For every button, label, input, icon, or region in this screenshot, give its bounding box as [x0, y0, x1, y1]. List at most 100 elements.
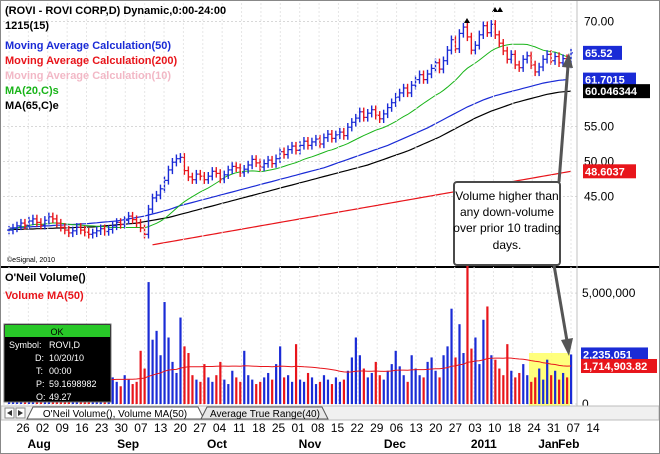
- volume-tag: 1,714,903.82: [581, 358, 657, 373]
- volume-tag-text: 1,714,903.82: [583, 361, 647, 373]
- volume-bar: [247, 375, 250, 404]
- month-label: Oct: [207, 437, 227, 451]
- volume-bar: [534, 377, 537, 404]
- month-label: Nov: [299, 437, 322, 451]
- volume-bar: [251, 379, 254, 404]
- volume-bar: [386, 370, 389, 404]
- volume-bar: [442, 355, 445, 404]
- price-bar: [381, 109, 386, 123]
- data-window-value: 00:00: [49, 366, 72, 376]
- arrow-down-shaft: [552, 264, 569, 342]
- legend-ma10[interactable]: Moving Average Calculation(10): [5, 70, 171, 82]
- data-window-label: O:: [36, 392, 46, 402]
- price-bar: [525, 51, 530, 64]
- x-tick-label: 11: [233, 421, 246, 435]
- annotation-callout[interactable]: Volume higher than any down-volume over …: [453, 53, 573, 356]
- watermark: ©eSignal, 2010: [7, 256, 55, 264]
- price-bar: [489, 20, 494, 37]
- price-bar: [170, 158, 175, 175]
- tab-volume[interactable]: [26, 406, 205, 420]
- volume-bar: [131, 384, 134, 404]
- annotation-box: [453, 181, 561, 266]
- volume-bar: [410, 355, 413, 404]
- price-bar: [353, 113, 358, 127]
- volume-bar: [207, 377, 210, 404]
- x-axis: 26 02 09 16 23 30 07 13 20 27 04 11 18 25 01 08 15 22 29 06…: [16, 421, 600, 451]
- price-bar: [557, 52, 562, 67]
- data-window-label: D:: [35, 353, 44, 363]
- volume-bar: [506, 344, 509, 404]
- price-bar: [501, 39, 506, 56]
- price-bar: [266, 155, 271, 168]
- volume-bar: [462, 353, 465, 404]
- price-bar: [309, 137, 314, 150]
- x-tick-label: 01: [291, 421, 305, 435]
- price-bar: [289, 141, 294, 154]
- x-tick-label: 27: [449, 421, 463, 435]
- price-bar: [234, 162, 239, 172]
- volume-title[interactable]: O'Neil Volume(): [5, 272, 86, 284]
- price-bar: [286, 145, 291, 159]
- legend-ma20[interactable]: MA(20,C)s: [5, 85, 59, 97]
- volume-bar: [143, 368, 146, 404]
- x-tick-label: 29: [370, 421, 384, 435]
- legend-ma50[interactable]: Moving Average Calculation(50): [5, 40, 171, 52]
- price-bar: [497, 30, 502, 48]
- price-bar: [210, 167, 215, 181]
- price-bar: [449, 35, 454, 55]
- price-bar: [481, 21, 486, 39]
- legend-ma200[interactable]: Moving Average Calculation(200): [5, 55, 178, 67]
- data-window-ok[interactable]: OK: [50, 327, 63, 337]
- price-bars: [7, 20, 573, 239]
- price-bar: [274, 154, 279, 168]
- volume-bar: [127, 379, 130, 404]
- legend-ma65[interactable]: MA(65,C)e: [5, 100, 59, 112]
- volume-bar: [279, 346, 282, 404]
- volume-bar: [123, 375, 126, 404]
- price-bar: [305, 137, 310, 150]
- data-window-ok-bar[interactable]: [5, 325, 110, 337]
- tab-volume-label[interactable]: O'Neil Volume(), Volume MA(50): [43, 409, 187, 420]
- data-window-label: T:: [36, 366, 43, 376]
- price-bar: [106, 225, 111, 236]
- volume-bar: [302, 381, 306, 404]
- bar-count: 1215(15): [5, 20, 49, 32]
- arrow-up-icon: [562, 53, 573, 68]
- tab-atr-label[interactable]: Average True Range(40): [210, 409, 320, 420]
- price-bar: [361, 107, 366, 122]
- ma65-line: [9, 90, 572, 230]
- volume-bar: [446, 346, 449, 404]
- price-bar: [465, 22, 470, 42]
- price-bar: [377, 111, 382, 123]
- x-tick-label: 20: [174, 421, 188, 435]
- tab-atr[interactable]: [200, 406, 329, 420]
- volume-ma-title[interactable]: Volume MA(50): [5, 290, 84, 302]
- volume-bar: [290, 381, 294, 404]
- volume-bar: [546, 359, 549, 404]
- data-window[interactable]: OK Symbol: ROVI,D D: 10/20/10 T: 00:00 P…: [3, 323, 112, 403]
- volume-axis: 5,000,000 0: [582, 286, 636, 411]
- price-tag-box: [583, 164, 636, 179]
- price-bar: [393, 92, 398, 107]
- volume-bar: [330, 384, 334, 404]
- price-bar: [521, 55, 526, 72]
- price-bar: [178, 153, 183, 163]
- price-bar: [98, 224, 103, 235]
- volume-bar: [211, 381, 214, 404]
- chart-title: (ROVI - ROVI CORP,D) Dynamic,0:00-24:00: [5, 5, 226, 17]
- price-bar: [397, 88, 402, 102]
- volume-bar: [179, 317, 182, 404]
- x-tick-label: 18: [252, 421, 266, 435]
- volume-bar: [454, 357, 457, 404]
- price-bar: [357, 107, 362, 123]
- volume-bar: [366, 377, 369, 404]
- annotation-line: Volume higher than: [455, 189, 558, 203]
- price-bar: [282, 147, 287, 159]
- volume-bar: [135, 381, 138, 404]
- volume-bar: [450, 308, 453, 404]
- volume-bar: [275, 364, 278, 404]
- volume-bar: [494, 359, 497, 404]
- volume-bar: [203, 364, 206, 404]
- price-bar: [174, 154, 179, 167]
- volume-bar: [215, 375, 218, 404]
